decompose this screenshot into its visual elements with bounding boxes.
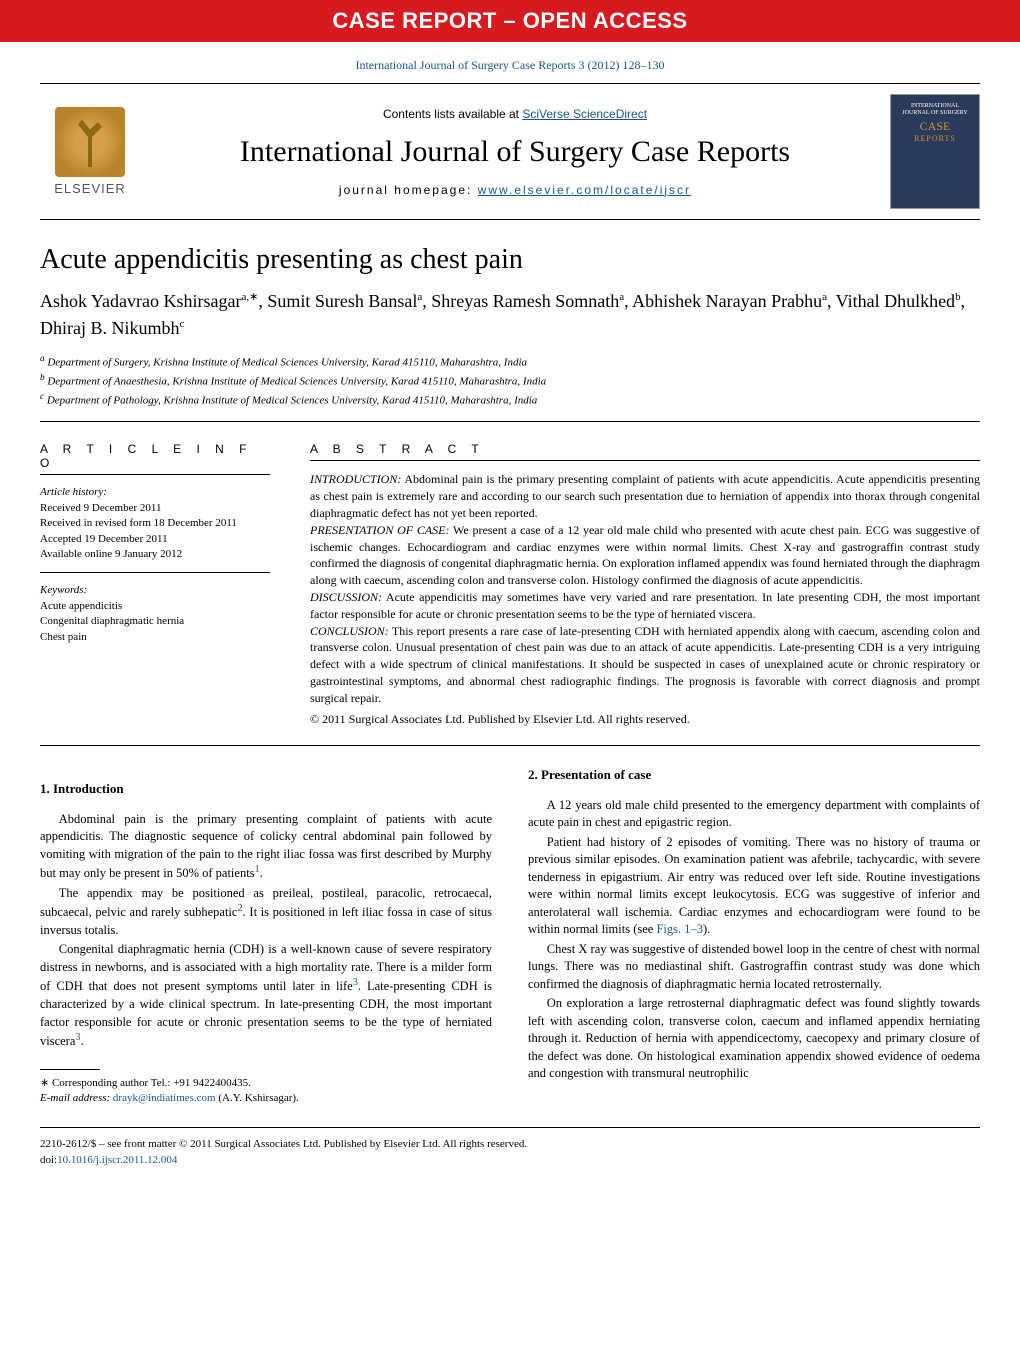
history-revised: Received in revised form 18 December 201…: [40, 516, 270, 531]
keywords-label: Keywords:: [40, 583, 270, 598]
email-link[interactable]: drayk@indiatimes.com: [113, 1092, 216, 1104]
abstract-body: INTRODUCTION: Abdominal pain is the prim…: [310, 471, 980, 727]
section-2-heading: 2. Presentation of case: [528, 766, 980, 784]
elsevier-logo: ELSEVIER: [40, 107, 140, 196]
doi-line: doi:10.1016/j.ijscr.2011.12.004: [40, 1152, 980, 1169]
cover-line1: INTERNATIONAL: [911, 103, 959, 110]
s2-paragraph-2: Patient had history of 2 episodes of vom…: [528, 834, 980, 939]
homepage-prefix: journal homepage:: [339, 183, 478, 197]
affiliation-a: a Department of Surgery, Krishna Institu…: [40, 352, 980, 371]
abstract-discussion-label: DISCUSSION:: [310, 590, 382, 604]
open-access-banner: CASE REPORT – OPEN ACCESS: [0, 0, 1020, 42]
abstract-conclusion-label: CONCLUSION:: [310, 624, 389, 638]
history-label: Article history:: [40, 485, 270, 500]
contents-prefix: Contents lists available at: [383, 107, 522, 121]
cover-reports: REPORTS: [914, 134, 956, 143]
doi-link[interactable]: 10.1016/j.ijscr.2011.12.004: [57, 1154, 177, 1166]
corresponding-author: ∗ Corresponding author Tel.: +91 9422400…: [40, 1076, 492, 1091]
s2-paragraph-1: A 12 years old male child presented to t…: [528, 797, 980, 832]
elsevier-text: ELSEVIER: [54, 181, 126, 196]
homepage-link[interactable]: www.elsevier.com/locate/ijscr: [478, 183, 691, 197]
bottom-matter: 2210-2612/$ – see front matter © 2011 Su…: [40, 1127, 980, 1199]
s1-paragraph-2: The appendix may be positioned as preile…: [40, 885, 492, 940]
section-1-heading: 1. Introduction: [40, 780, 492, 798]
masthead-center: Contents lists available at SciVerse Sci…: [156, 107, 874, 197]
keywords-block: Keywords: Acute appendicitis Congenital …: [40, 583, 270, 645]
authors-line: Ashok Yadavrao Kshirsagara,∗, Sumit Sure…: [40, 288, 980, 342]
abstract-intro-label: INTRODUCTION:: [310, 472, 401, 486]
abstract-copyright: © 2011 Surgical Associates Ltd. Publishe…: [310, 711, 980, 728]
figs-link[interactable]: Figs. 1–3: [656, 922, 703, 936]
email-line: E-mail address: drayk@indiatimes.com (A.…: [40, 1091, 492, 1106]
contents-line: Contents lists available at SciVerse Sci…: [156, 107, 874, 121]
journal-name: International Journal of Surgery Case Re…: [156, 135, 874, 169]
citation-line: International Journal of Surgery Case Re…: [0, 42, 1020, 83]
journal-cover-thumb: INTERNATIONAL JOURNAL OF SURGERY CASE RE…: [890, 94, 980, 209]
affiliation-b: b Department of Anaesthesia, Krishna Ins…: [40, 371, 980, 390]
cover-line2: JOURNAL OF SURGERY: [902, 110, 967, 117]
history-received: Received 9 December 2011: [40, 501, 270, 516]
sciencedirect-link[interactable]: SciVerse ScienceDirect: [522, 107, 647, 121]
article-info-heading: A R T I C L E I N F O: [40, 442, 270, 475]
affiliation-c: c Department of Pathology, Krishna Insti…: [40, 390, 980, 409]
affiliations: a Department of Surgery, Krishna Institu…: [40, 352, 980, 422]
article-title: Acute appendicitis presenting as chest p…: [40, 244, 980, 276]
s1-paragraph-1: Abdominal pain is the primary presenting…: [40, 811, 492, 883]
abstract-conclusion: This report presents a rare case of late…: [310, 624, 980, 705]
keyword-0: Acute appendicitis: [40, 599, 270, 614]
history-accepted: Accepted 19 December 2011: [40, 532, 270, 547]
front-matter-line: 2210-2612/$ – see front matter © 2011 Su…: [40, 1136, 980, 1153]
article-history-block: Article history: Received 9 December 201…: [40, 485, 270, 573]
s1-paragraph-3: Congenital diaphragmatic hernia (CDH) is…: [40, 941, 492, 1050]
email-suffix: (A.Y. Kshirsagar).: [216, 1092, 299, 1104]
keyword-2: Chest pain: [40, 630, 270, 645]
cover-case: CASE: [920, 119, 951, 134]
abstract-discussion: Acute appendicitis may sometimes have ve…: [310, 590, 980, 621]
body-columns: 1. Introduction Abdominal pain is the pr…: [40, 766, 980, 1106]
s2-paragraph-3: Chest X ray was suggestive of distended …: [528, 941, 980, 994]
journal-masthead: ELSEVIER Contents lists available at Sci…: [40, 83, 980, 220]
footnotes: ∗ Corresponding author Tel.: +91 9422400…: [40, 1076, 492, 1107]
abstract-case-label: PRESENTATION OF CASE:: [310, 523, 450, 537]
s2-paragraph-4: On exploration a large retrosternal diap…: [528, 995, 980, 1083]
email-label: E-mail address:: [40, 1092, 113, 1104]
abstract-intro: Abdominal pain is the primary presenting…: [310, 472, 980, 520]
footnote-rule: [40, 1069, 100, 1070]
homepage-line: journal homepage: www.elsevier.com/locat…: [156, 183, 874, 197]
history-online: Available online 9 January 2012: [40, 547, 270, 562]
abstract-column: A B S T R A C T INTRODUCTION: Abdominal …: [310, 442, 980, 727]
article-info-column: A R T I C L E I N F O Article history: R…: [40, 442, 270, 727]
keyword-1: Congenital diaphragmatic hernia: [40, 614, 270, 629]
abstract-heading: A B S T R A C T: [310, 442, 980, 461]
elsevier-tree-icon: [55, 107, 125, 177]
